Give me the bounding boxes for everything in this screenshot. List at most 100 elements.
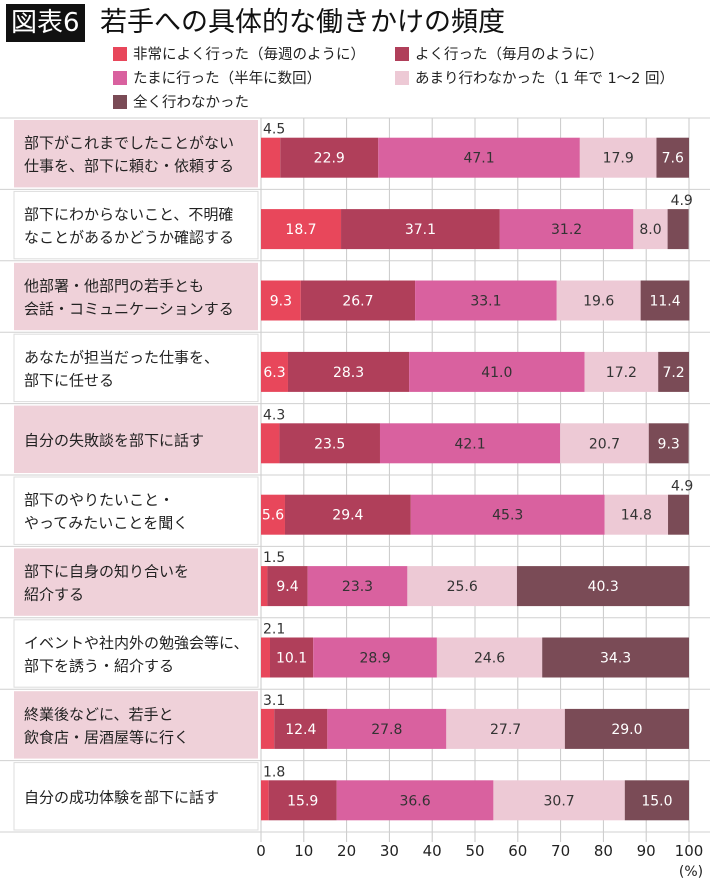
data-label: 17.2 — [606, 365, 637, 381]
data-label: 33.1 — [470, 294, 501, 310]
bar-segment — [261, 209, 342, 250]
category-box — [13, 762, 259, 831]
category-label: 部下のやりたいこと・ — [24, 491, 174, 509]
bar-segment — [560, 423, 649, 464]
bar-segment — [274, 708, 328, 749]
category-box — [14, 405, 258, 473]
x-tick-label: 80 — [594, 842, 613, 860]
bar-segment — [493, 780, 625, 821]
category-box — [13, 190, 259, 260]
x-unit: (%) — [679, 864, 703, 880]
x-tick-label: 40 — [423, 842, 442, 860]
legend-item: 非常によく行った（毎週のように） — [113, 43, 365, 64]
data-label: 19.6 — [583, 294, 614, 310]
legend-label: よく行った（毎月のように） — [415, 47, 604, 63]
bar-segment — [267, 566, 308, 607]
bar-segment — [261, 708, 275, 749]
category-label: 終業後などに、若手と — [24, 705, 174, 723]
category-label: 部下に自身の知り合いを — [24, 563, 189, 581]
data-label: 9.3 — [658, 436, 680, 452]
chart-title: 若手への具体的な働きかけの頻度 — [100, 7, 505, 38]
data-label: 28.9 — [359, 651, 390, 667]
category-label: 紹介する — [24, 586, 84, 604]
x-tick-label: 100 — [675, 842, 704, 860]
x-tick-label: 0 — [256, 842, 266, 860]
bar-segment — [640, 280, 690, 321]
bar-segment — [313, 637, 437, 678]
category-label: 部下を誘う・紹介する — [24, 657, 174, 675]
data-label: 18.7 — [285, 222, 316, 238]
data-label: 45.3 — [492, 508, 523, 524]
data-label: 5.6 — [262, 508, 284, 524]
legend-label: たまに行った（半年に数回） — [133, 71, 322, 87]
data-label: 23.5 — [314, 436, 345, 452]
x-tick-label: 30 — [380, 842, 399, 860]
data-label: 26.7 — [342, 294, 373, 310]
bar-segment — [668, 494, 689, 535]
data-label: 3.1 — [263, 693, 285, 709]
bar-segment — [280, 137, 379, 178]
category-box — [14, 262, 258, 331]
data-label: 27.8 — [371, 722, 402, 738]
x-tick-label: 50 — [465, 842, 484, 860]
category-label: やってみたいことを聞く — [24, 514, 188, 532]
category-label: 自分の成功体験を部下に話す — [24, 788, 219, 806]
category-box — [13, 333, 259, 403]
bar-segment — [656, 137, 689, 178]
bar-segment — [379, 423, 561, 464]
category-label: イベントや社内外の勉強会等に、 — [24, 634, 249, 652]
category-label: 飲食店・居酒屋等に行く — [24, 728, 189, 746]
bar-segment — [564, 708, 689, 749]
bar-segment — [261, 637, 270, 678]
bar-segment — [658, 351, 689, 392]
bar-segment — [300, 280, 416, 321]
data-label: 8.0 — [639, 222, 661, 238]
category-label: なことがあるかどうか確認する — [24, 229, 234, 247]
bar-segment — [261, 137, 281, 178]
data-label: 37.1 — [405, 222, 436, 238]
bar-segment — [556, 280, 641, 321]
data-label: 1.5 — [263, 550, 285, 566]
data-label: 4.3 — [263, 407, 285, 423]
bar-segment — [584, 351, 659, 392]
bar-segment — [648, 423, 689, 464]
bar-segment — [579, 137, 657, 178]
data-label: 29.0 — [611, 722, 642, 738]
data-label: 28.3 — [333, 365, 364, 381]
category-box — [14, 691, 258, 759]
bar-segment — [410, 494, 605, 535]
legend-swatch — [113, 94, 127, 109]
category-label: 部下にわからないこと、不明確 — [24, 206, 233, 224]
data-label: 30.7 — [544, 793, 575, 809]
data-label: 36.6 — [399, 793, 430, 809]
bar-segment — [407, 566, 517, 607]
x-tick-label: 10 — [294, 842, 313, 860]
category-label: 部下がこれまでしたことがない — [24, 134, 234, 152]
bar-segment — [269, 637, 314, 678]
data-label: 1.8 — [263, 764, 285, 780]
legend-label: あまり行わなかった（1 年で 1～2 回） — [415, 71, 675, 87]
data-label: 17.9 — [603, 151, 634, 167]
category-box — [13, 619, 259, 688]
legend-swatch — [395, 46, 409, 61]
figure-badge: 図表6 — [6, 4, 85, 42]
data-label: 2.1 — [263, 622, 285, 638]
data-label: 40.3 — [588, 579, 619, 595]
legend-swatch — [113, 70, 127, 85]
bar-segment — [542, 637, 689, 678]
bar-segment — [327, 708, 447, 749]
data-label: 31.2 — [551, 222, 582, 238]
bar-segment — [261, 280, 301, 321]
legend-item: あまり行わなかった（1 年で 1～2 回） — [395, 67, 674, 88]
category-label: 部下に任せる — [24, 371, 114, 389]
legend-label: 非常によく行った（毎週のように） — [133, 47, 365, 63]
bar-segment — [307, 566, 408, 607]
category-box — [14, 120, 258, 188]
data-label: 11.4 — [649, 294, 680, 310]
data-label: 15.0 — [641, 793, 672, 809]
data-label: 27.7 — [490, 722, 521, 738]
data-label: 15.9 — [287, 793, 318, 809]
data-label: 20.7 — [589, 436, 620, 452]
